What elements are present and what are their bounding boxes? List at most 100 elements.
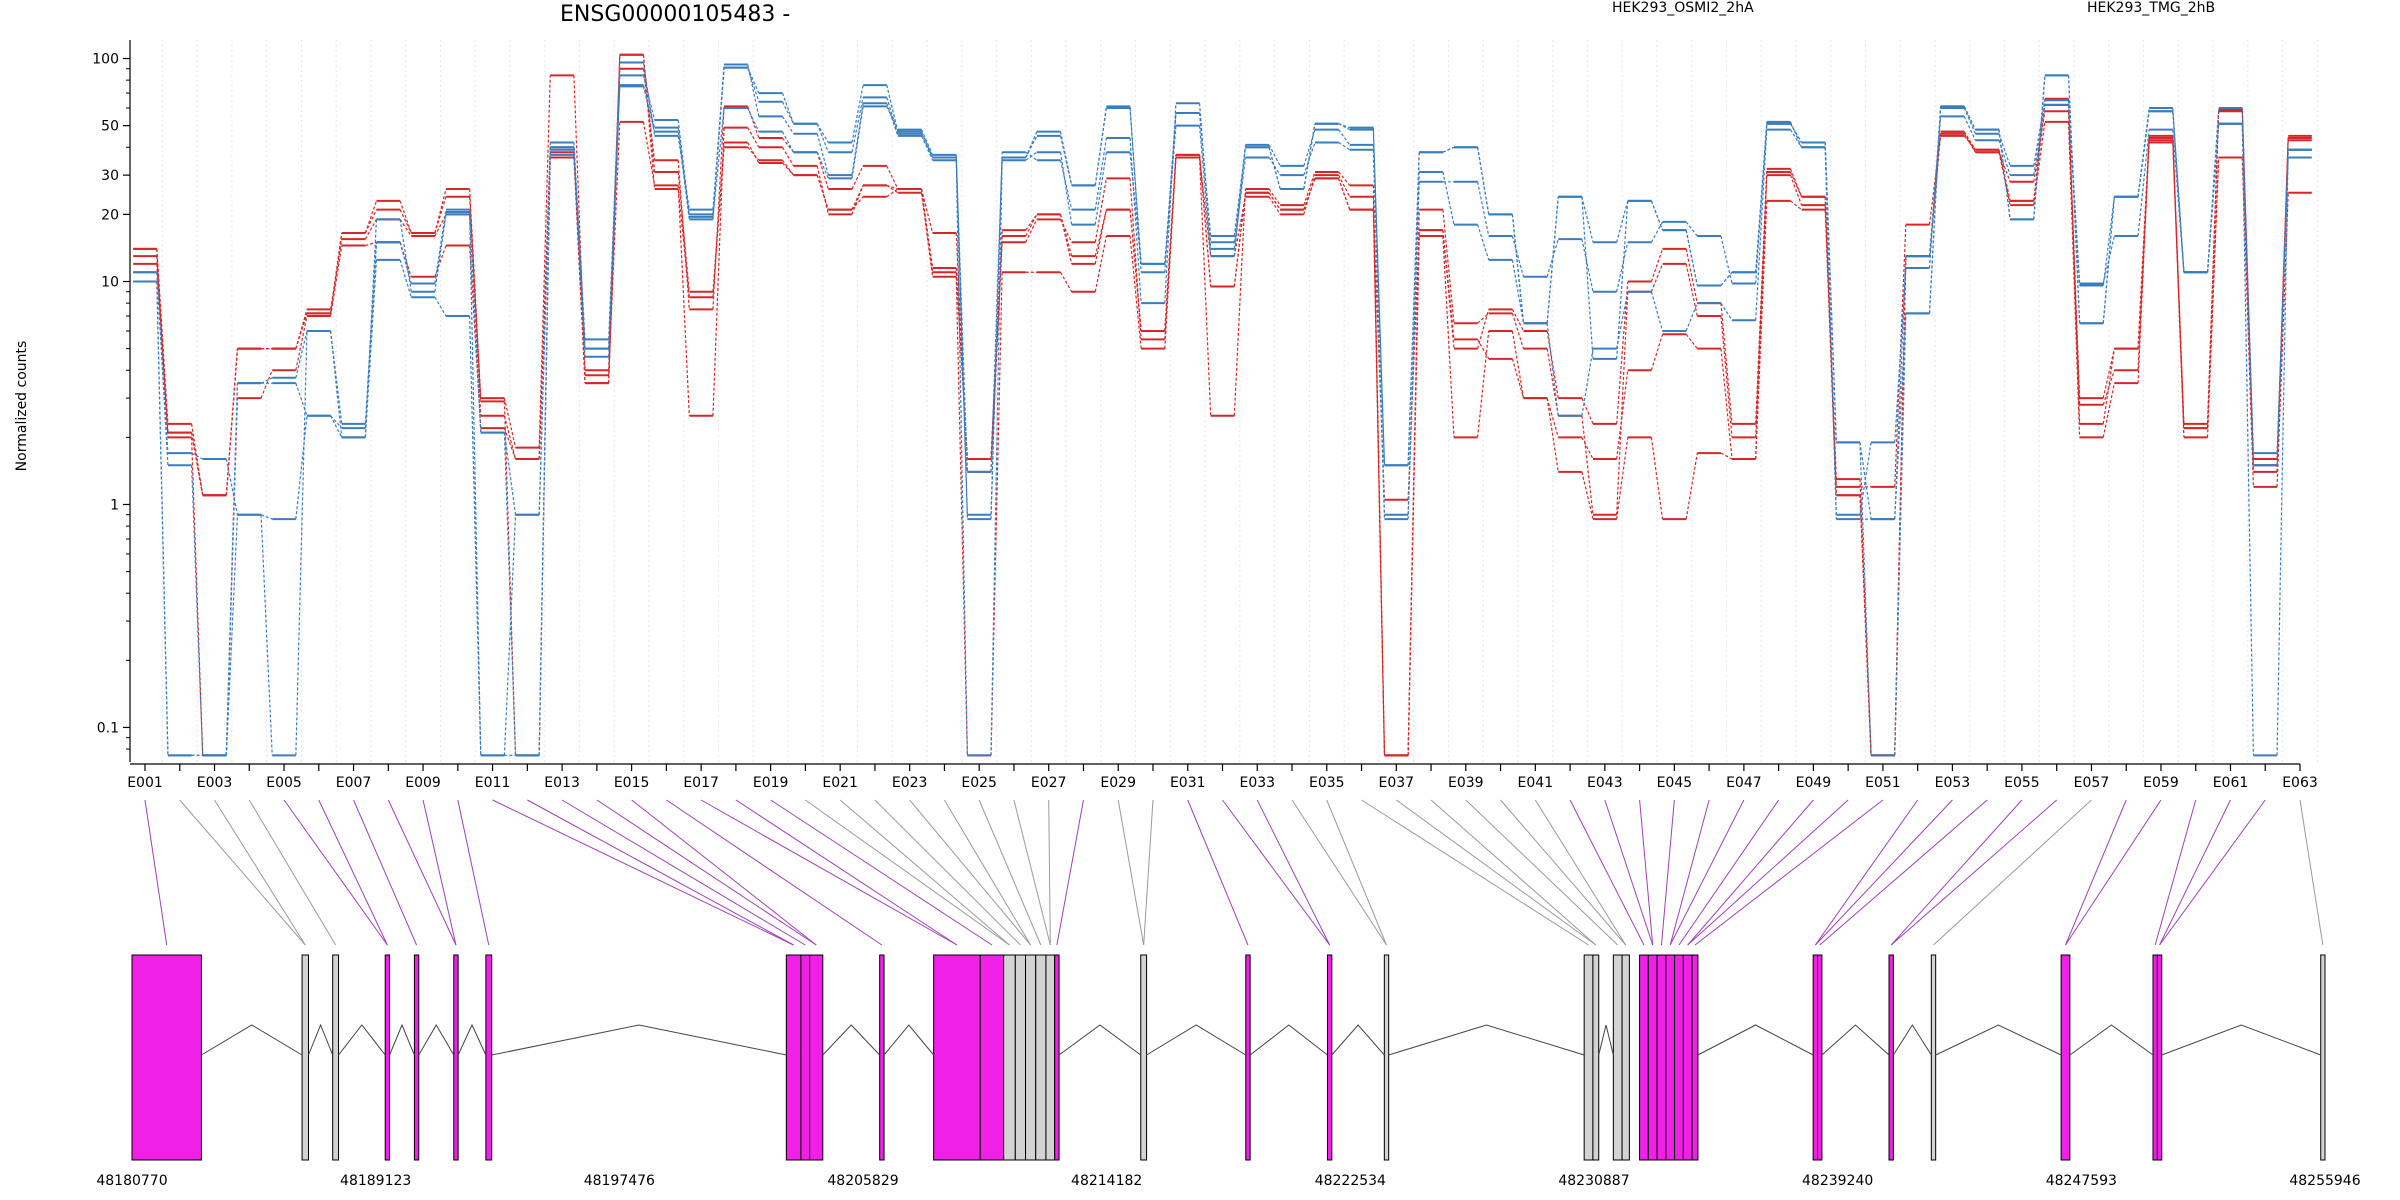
series-connector bbox=[573, 149, 586, 349]
series-connector bbox=[1650, 221, 1664, 243]
exon-box bbox=[1665, 954, 1676, 1161]
y-tick-label: 10 bbox=[101, 275, 119, 291]
exon-box bbox=[1014, 954, 1027, 1161]
exon-connector bbox=[492, 799, 794, 946]
x-tick-label: E025 bbox=[961, 775, 997, 791]
exon-box bbox=[1140, 954, 1148, 1161]
series-connector bbox=[295, 313, 308, 349]
intron-line bbox=[1821, 1024, 1890, 1056]
series-connector bbox=[920, 188, 934, 269]
series-connector bbox=[1094, 152, 1108, 225]
exon-connector bbox=[1639, 799, 1654, 946]
series-connector bbox=[712, 142, 725, 298]
series-connector bbox=[1685, 263, 1698, 317]
series-connector bbox=[1477, 224, 1490, 261]
x-tick-label: E055 bbox=[2004, 775, 2040, 791]
series-connector bbox=[503, 415, 517, 460]
series-connector bbox=[677, 188, 690, 298]
exon-gridlines bbox=[161, 40, 2318, 762]
series-connector bbox=[399, 209, 412, 234]
series-connector bbox=[608, 62, 621, 349]
series-connector bbox=[364, 219, 378, 240]
x-tick-label: E031 bbox=[1170, 775, 1206, 791]
exon-box bbox=[809, 954, 824, 1161]
exon-box bbox=[1647, 954, 1658, 1161]
series-connector bbox=[2172, 111, 2185, 273]
series-connector bbox=[955, 154, 968, 520]
series-connector bbox=[1129, 137, 1142, 304]
series-connector bbox=[747, 146, 760, 161]
series-connector bbox=[712, 106, 725, 310]
coordinate-label: 48189123 bbox=[340, 1173, 411, 1189]
series-connector bbox=[1650, 291, 1664, 332]
series-connector bbox=[1059, 152, 1073, 225]
series-connector bbox=[677, 185, 690, 416]
series-connector bbox=[295, 382, 308, 416]
series-connector bbox=[1720, 271, 1733, 286]
exon-connector bbox=[1694, 799, 1884, 946]
exon-box bbox=[1656, 954, 1667, 1161]
series-connector bbox=[1616, 437, 1629, 520]
x-tick-label: E033 bbox=[1239, 775, 1275, 791]
exon-box bbox=[1674, 954, 1684, 1161]
exon-connector bbox=[978, 799, 1042, 946]
series-connector bbox=[260, 514, 273, 756]
exon-connector bbox=[1660, 799, 1675, 946]
series-connector bbox=[781, 159, 795, 176]
series-connector bbox=[1963, 116, 1976, 141]
exon-connector bbox=[1222, 799, 1331, 946]
series-connector bbox=[1442, 146, 1455, 153]
exon-box bbox=[979, 954, 1005, 1161]
exon-box bbox=[1326, 954, 1333, 1161]
series-connector bbox=[2137, 140, 2150, 384]
series-connector bbox=[1164, 125, 1177, 264]
intron-line bbox=[2161, 1024, 2321, 1056]
series-connector bbox=[990, 157, 1003, 472]
series-connector bbox=[955, 267, 968, 460]
series-connector bbox=[1546, 196, 1559, 324]
exon-box bbox=[1612, 954, 1623, 1161]
exon-connector bbox=[1013, 799, 1051, 946]
exon-connector bbox=[1500, 799, 1627, 946]
exon-box bbox=[1003, 954, 1016, 1161]
exon-connector bbox=[1143, 799, 1154, 946]
series-connector bbox=[538, 147, 551, 756]
series-connector bbox=[1025, 135, 1038, 158]
x-tick-label: E045 bbox=[1657, 775, 1693, 791]
exon-connector bbox=[1361, 799, 1589, 946]
series-connector bbox=[2276, 149, 2289, 466]
series-connector bbox=[1755, 121, 1768, 284]
series-connector bbox=[399, 200, 412, 234]
series-connector bbox=[816, 133, 829, 176]
coordinate-label: 48230887 bbox=[1558, 1173, 1629, 1189]
exon-box bbox=[800, 954, 811, 1161]
exon-box bbox=[1025, 954, 1037, 1161]
y-tick-label: 0.1 bbox=[97, 720, 119, 736]
exon-box bbox=[2320, 954, 2326, 1161]
exon-connector bbox=[1534, 799, 1627, 946]
series-connector bbox=[2276, 192, 2289, 487]
series-connector bbox=[886, 97, 899, 134]
series-connector bbox=[1998, 152, 2011, 206]
exon-connector bbox=[1687, 799, 1814, 946]
series-connector bbox=[1650, 248, 1664, 282]
exon-connector bbox=[1669, 799, 1710, 946]
series-A-2 bbox=[133, 67, 2312, 757]
coordinate-label: 48239240 bbox=[1802, 1173, 1873, 1189]
series-connector bbox=[782, 162, 795, 176]
series-connector bbox=[816, 123, 829, 143]
exon-connector bbox=[805, 799, 1010, 946]
series-connector bbox=[1407, 171, 1420, 520]
series-connector bbox=[990, 160, 1003, 756]
exon-connector bbox=[1687, 799, 1849, 946]
series-connector bbox=[503, 397, 517, 448]
intron-line bbox=[389, 1023, 415, 1056]
series-connector bbox=[816, 152, 829, 190]
x-tick-label: E047 bbox=[1726, 775, 1762, 791]
x-tick-label: E037 bbox=[1379, 775, 1415, 791]
series-connector bbox=[1338, 171, 1351, 186]
exon-connector bbox=[527, 799, 794, 946]
exon-box bbox=[1621, 954, 1630, 1161]
exon-connectors bbox=[144, 799, 2324, 946]
exon-connector bbox=[1890, 799, 2023, 946]
